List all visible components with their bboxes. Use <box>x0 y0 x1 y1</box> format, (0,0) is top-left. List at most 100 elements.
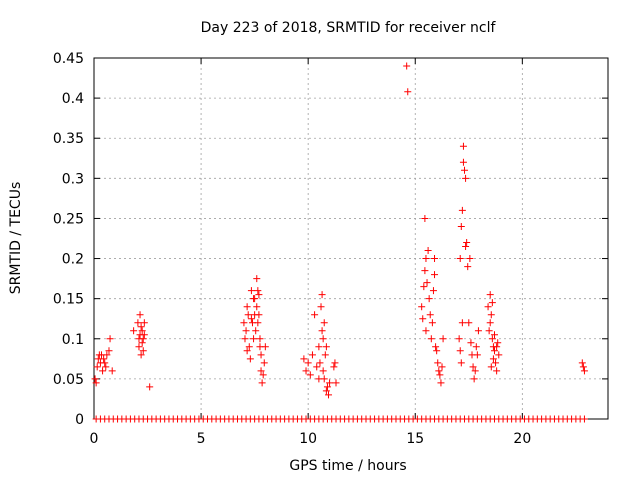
data-point <box>459 158 467 166</box>
data-point <box>245 343 253 351</box>
data-point <box>423 279 431 287</box>
data-point <box>261 343 269 351</box>
data-point <box>302 367 310 375</box>
data-point <box>330 363 338 371</box>
data-point <box>459 142 467 150</box>
data-point <box>241 335 249 343</box>
data-point <box>139 347 147 355</box>
x-axis-label: GPS time / hours <box>289 458 406 474</box>
data-point <box>331 359 339 367</box>
data-point <box>462 174 470 182</box>
data-point <box>456 347 464 355</box>
data-point <box>437 379 445 387</box>
data-point <box>256 335 264 343</box>
data-point <box>320 319 328 327</box>
data-point <box>469 363 477 371</box>
data-point <box>92 379 100 387</box>
data-point <box>494 339 502 347</box>
data-point <box>250 295 258 303</box>
data-point <box>486 319 494 327</box>
data-point <box>435 367 443 375</box>
data-point <box>463 239 471 247</box>
data-point <box>493 367 501 375</box>
data-point <box>422 255 430 263</box>
data-point <box>403 62 411 70</box>
data-point <box>466 255 474 263</box>
grid <box>94 58 608 419</box>
data-point <box>257 367 265 375</box>
y-tick-label: 0.2 <box>62 252 84 268</box>
data-point <box>427 335 435 343</box>
data-point <box>140 319 148 327</box>
data-point <box>247 287 255 295</box>
data-point <box>421 267 429 275</box>
y-tick-label: 0 <box>75 412 84 428</box>
data-point <box>100 355 108 363</box>
data-point <box>259 371 267 379</box>
data-point <box>311 311 319 319</box>
data-point <box>105 347 113 355</box>
data-point <box>246 355 254 363</box>
data-point <box>456 255 464 263</box>
data-point <box>428 319 436 327</box>
data-point <box>431 271 439 279</box>
x-tick-label: 20 <box>513 431 531 447</box>
data-point <box>325 391 333 399</box>
y-tick-label: 0.3 <box>62 171 84 187</box>
data-point <box>313 363 321 371</box>
data-point <box>495 351 503 359</box>
data-point <box>467 339 475 347</box>
data-point <box>490 347 498 355</box>
data-point <box>422 327 430 335</box>
data-point <box>426 311 434 319</box>
data-point <box>255 291 263 299</box>
data-point <box>490 331 498 339</box>
data-point <box>130 327 138 335</box>
data-point <box>474 327 482 335</box>
data-point <box>254 287 262 295</box>
data-point <box>318 327 326 335</box>
data-point <box>323 383 331 391</box>
data-point <box>579 363 587 371</box>
data-point <box>253 303 261 311</box>
data-point <box>138 339 146 347</box>
data-point <box>419 315 427 323</box>
data-point <box>578 359 586 367</box>
data-point <box>108 367 116 375</box>
data-point <box>136 311 144 319</box>
data-point <box>425 295 433 303</box>
data-point <box>304 359 312 367</box>
data-point <box>580 367 588 375</box>
y-axis-label: SRMTID / TECUs <box>8 182 24 295</box>
x-tick-label: 15 <box>406 431 424 447</box>
data-point <box>134 319 142 327</box>
data-point <box>464 263 472 271</box>
data-point <box>488 335 496 343</box>
y-tick-label: 0.4 <box>62 91 84 107</box>
data-point <box>489 355 497 363</box>
y-tick-label: 0.45 <box>53 51 84 67</box>
data-point <box>438 363 446 371</box>
data-point <box>242 327 250 335</box>
data-point <box>434 359 442 367</box>
data-point <box>322 343 330 351</box>
data-point <box>332 379 340 387</box>
data-point <box>493 343 501 351</box>
data-point <box>484 303 492 311</box>
x-tick-label: 0 <box>90 431 99 447</box>
data-point <box>139 335 147 343</box>
y-tick-label: 0.15 <box>53 292 84 308</box>
data-point <box>432 343 440 351</box>
data-point <box>431 255 439 263</box>
data-point <box>320 375 328 383</box>
data-point <box>317 303 325 311</box>
data-point <box>146 383 154 391</box>
data-point <box>485 327 493 335</box>
data-point <box>247 315 255 323</box>
data-point <box>137 351 145 359</box>
data-point <box>102 363 110 371</box>
data-point <box>93 363 101 371</box>
data-point <box>308 351 316 359</box>
